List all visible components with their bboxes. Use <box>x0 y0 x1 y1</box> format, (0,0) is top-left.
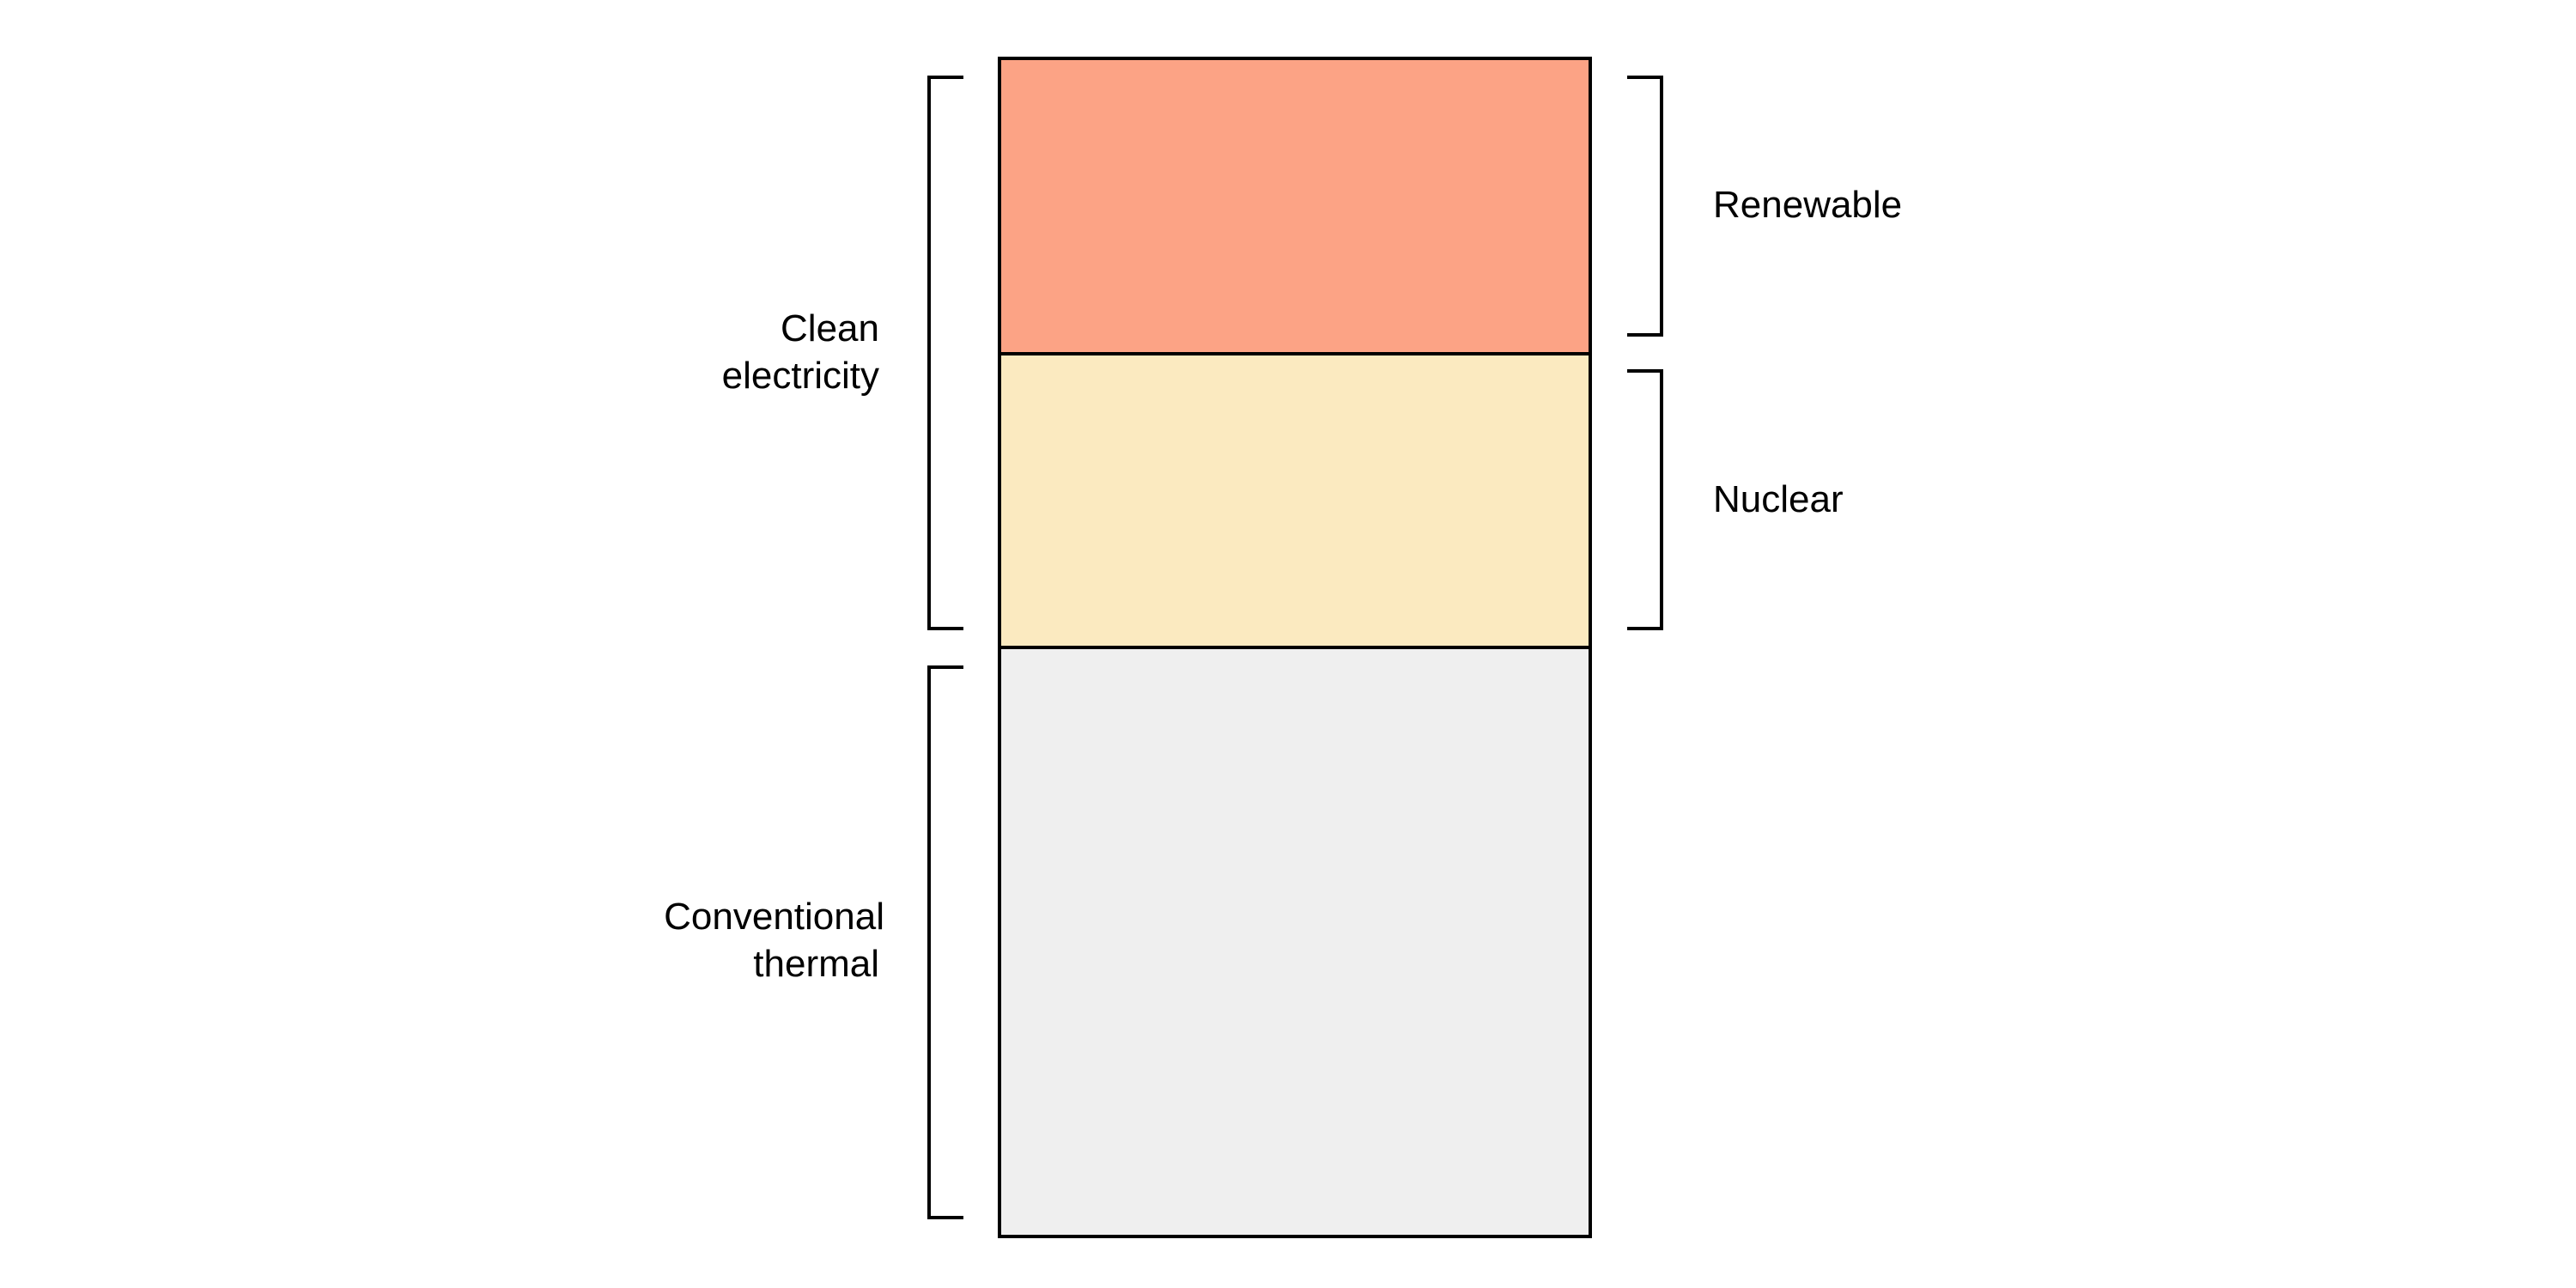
renewable-segment <box>998 57 1592 355</box>
nuclear-bracket <box>1627 369 1663 630</box>
conventional-thermal-label-line1: Conventional <box>664 896 884 938</box>
conventional-thermal-label-line2: thermal <box>753 943 879 985</box>
clean-electricity-bracket <box>927 76 963 630</box>
conventional-thermal-bracket <box>927 665 963 1219</box>
conventional-thermal-segment <box>998 646 1592 1238</box>
renewable-bracket <box>1627 76 1663 337</box>
clean-electricity-label-line1: Clean <box>781 307 879 349</box>
nuclear-segment <box>998 352 1592 649</box>
nuclear-label: Nuclear <box>1713 478 1844 520</box>
clean-electricity-label-line2: electricity <box>722 355 879 397</box>
renewable-label: Renewable <box>1713 184 1902 226</box>
